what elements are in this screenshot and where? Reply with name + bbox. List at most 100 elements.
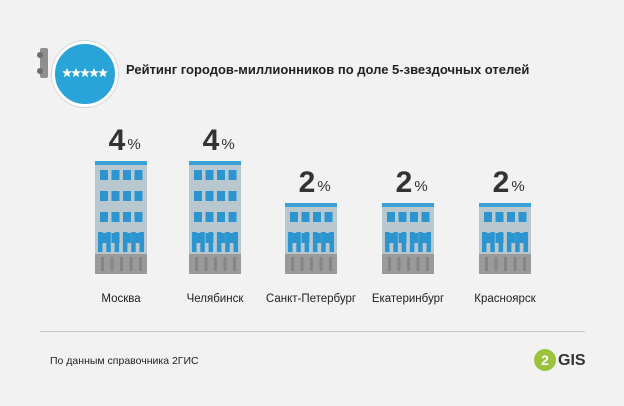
bar-window: [324, 233, 333, 243]
bar-stripe: [498, 232, 504, 252]
bar-window: [123, 212, 131, 222]
bar-window: [387, 233, 395, 243]
bar-window: [134, 233, 143, 243]
bar-window: [410, 212, 418, 222]
bar-window: [100, 191, 108, 201]
bar-window: [290, 233, 298, 243]
bar-base-line: [426, 257, 429, 271]
data-label: 2: [493, 166, 510, 199]
five-stars-icon: [52, 41, 118, 107]
bar-stripe: [304, 232, 310, 252]
bar-window: [123, 170, 131, 180]
bar-window: [134, 170, 143, 180]
data-label-unit: %: [511, 178, 524, 195]
stars-icon: [62, 67, 108, 78]
bar-base-line: [214, 257, 217, 271]
bar-stripe: [490, 232, 495, 252]
bar-stripe: [523, 232, 528, 252]
divider: [40, 331, 585, 332]
data-label-unit: %: [221, 136, 234, 153]
bar-base-line: [223, 257, 227, 271]
bar-stripe: [482, 232, 487, 252]
bar-window: [123, 191, 131, 201]
bar-window: [217, 170, 225, 180]
bar-stripe: [192, 232, 197, 252]
bar-window: [301, 212, 310, 222]
bar-base-line: [233, 257, 236, 271]
category-label: Красноярск: [474, 293, 536, 305]
bar-window: [194, 191, 202, 201]
bar-window: [194, 170, 202, 180]
bar-base-line: [195, 257, 198, 271]
bar-base-line: [397, 257, 401, 271]
bar-window: [518, 233, 527, 243]
category-label: Москва: [101, 293, 141, 305]
bar-stripe: [114, 232, 120, 252]
bar-window: [217, 191, 225, 201]
bar-stripe: [409, 232, 415, 252]
bar-window: [134, 191, 143, 201]
bar-window: [507, 212, 515, 222]
bar-stripe: [515, 232, 520, 252]
bar-stripe: [385, 232, 390, 252]
bar-stripe: [106, 232, 111, 252]
bar-window: [421, 212, 430, 222]
bar-window: [100, 212, 108, 222]
data-label: 2: [396, 166, 413, 199]
bar-window: [484, 233, 492, 243]
bar-base-line: [129, 257, 133, 271]
bar-window: [100, 170, 108, 180]
bar-window: [518, 212, 527, 222]
bar-base-line: [291, 257, 294, 271]
data-label: 2: [299, 166, 316, 199]
bar-stripe: [216, 232, 222, 252]
chart-title: Рейтинг городов-миллионников по доле 5-з…: [126, 62, 530, 77]
bar-window: [324, 212, 333, 222]
logo-digit: 2: [541, 352, 549, 368]
category-label: Екатеринбург: [372, 293, 444, 305]
bar-window: [194, 233, 202, 243]
bar-window: [228, 170, 237, 180]
bar-stripe: [312, 232, 318, 252]
bar-window: [290, 212, 298, 222]
bar-stripe: [329, 232, 334, 252]
bar-window: [217, 212, 225, 222]
bar-stripe: [506, 232, 512, 252]
bar-base-line: [319, 257, 323, 271]
bar-stripe: [139, 232, 144, 252]
bar-base-line: [504, 257, 507, 271]
bar-window: [228, 212, 237, 222]
bar-stripe: [288, 232, 293, 252]
bar-roof: [382, 203, 434, 207]
bar-base-line: [120, 257, 123, 271]
data-label-unit: %: [414, 178, 427, 195]
bar-window: [205, 191, 214, 201]
data-label: 4: [203, 124, 220, 157]
logo-text: GIS: [558, 352, 586, 369]
bar-stripe: [122, 232, 128, 252]
bar-window: [194, 212, 202, 222]
bar-stripe: [393, 232, 398, 252]
bar-base-line: [310, 257, 313, 271]
bar-stripe: [233, 232, 238, 252]
bar-stripe: [321, 232, 326, 252]
bar-stripe: [426, 232, 431, 252]
bar-stripe: [296, 232, 301, 252]
bar-roof: [285, 203, 337, 207]
2gis-logo: 2: [534, 349, 556, 371]
bar-base-line: [329, 257, 332, 271]
data-label-unit: %: [317, 178, 330, 195]
bar-stripe: [98, 232, 103, 252]
bar-base-line: [110, 257, 114, 271]
bar-stripe: [200, 232, 205, 252]
category-label: Челябинск: [187, 293, 245, 305]
bar-window: [111, 191, 120, 201]
bar-base-line: [407, 257, 410, 271]
bar-base-line: [494, 257, 498, 271]
bar-chart: 4 % Москва 4 % Челябинск 2 % Санкт-Петербург 2 % Ек…: [95, 124, 537, 305]
bar-base-line: [523, 257, 526, 271]
bar-window: [111, 170, 120, 180]
bar-base-line: [388, 257, 391, 271]
bar-window: [228, 233, 237, 243]
bar-window: [205, 212, 214, 222]
